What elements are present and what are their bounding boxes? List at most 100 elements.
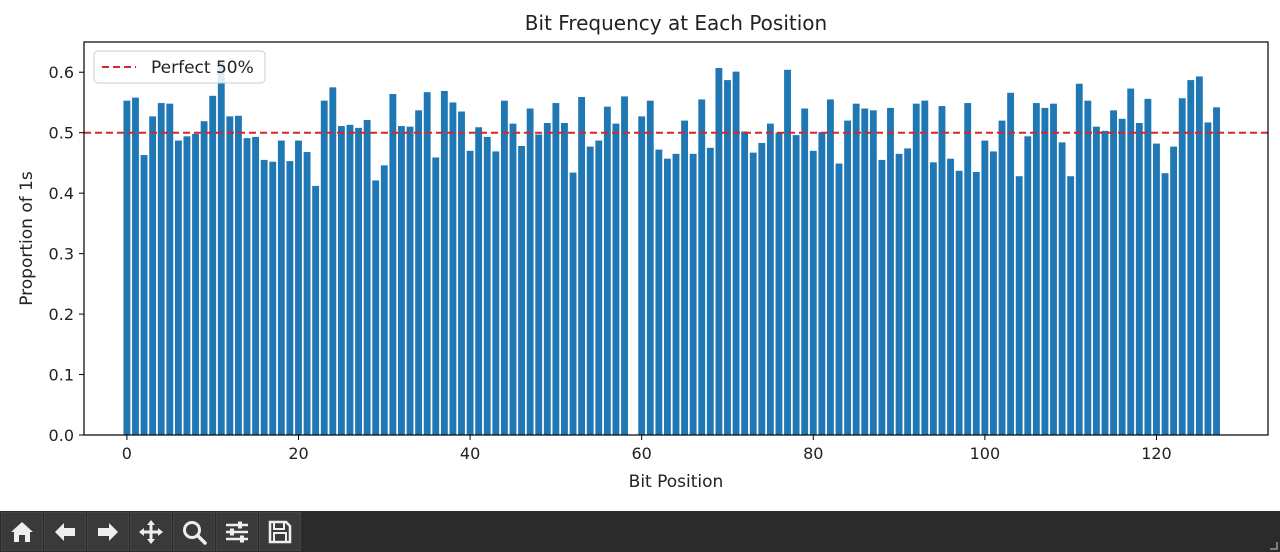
forward-button[interactable] [87,512,129,551]
bar-position-1 [132,97,139,436]
bar-position-124 [1187,80,1195,435]
legend: Perfect 50% [93,50,266,84]
bar-position-5 [166,103,174,436]
bar-position-30 [380,165,388,435]
bar-position-105 [1024,136,1032,435]
bar-position-44 [500,100,508,436]
bar-position-93 [921,100,929,436]
bar-position-50 [552,103,560,435]
bar-position-96 [947,158,954,435]
x-tick-label: 20 [288,444,308,463]
sliders-icon [226,521,248,542]
bar-position-67 [698,99,706,435]
bar-position-108 [1050,103,1057,436]
bar-position-114 [1101,130,1109,435]
bar-position-112 [1084,100,1092,436]
bar-position-14 [243,138,251,435]
bar-position-63 [663,158,671,435]
bar-position-35 [423,92,431,436]
x-axis-label: Bit Position [629,472,724,492]
bar-position-13 [235,115,242,435]
bar-position-83 [835,163,843,435]
bars-group [123,61,1220,436]
bar-position-100 [981,140,989,436]
x-axis-ticks: 0 20 40 60 80 100 120 [122,435,1172,463]
zoom-button[interactable] [173,512,215,551]
plot-toolbar [0,511,1280,552]
bar-position-60 [638,116,646,436]
resize-grip-icon[interactable] [1268,540,1278,550]
bar-position-101 [990,151,997,435]
bar-position-22 [312,185,320,435]
bar-position-98 [964,103,972,435]
y-tick-label: 0.0 [49,426,74,445]
bar-position-68 [706,147,714,435]
pan-button[interactable] [130,512,172,551]
bar-position-36 [432,157,440,436]
legend-label: Perfect 50% [151,58,254,78]
bar-position-27 [355,127,362,436]
bar-position-53 [578,97,586,436]
bar-position-42 [483,136,491,436]
bar-position-107 [1041,107,1049,436]
bar-position-104 [1015,176,1023,435]
bar-position-41 [475,127,483,435]
legend-box [93,50,266,84]
bar-position-65 [681,120,689,435]
home-icon [11,521,33,542]
bar-position-81 [818,132,826,435]
bar-position-16 [260,159,268,435]
bar-position-88 [878,159,886,435]
bar-position-72 [741,131,749,436]
bar-position-106 [1032,103,1040,435]
bar-position-62 [655,149,663,435]
bar-position-39 [458,111,465,435]
chart-title: Bit Frequency at Each Position [525,11,827,35]
bar-position-120 [1153,143,1160,435]
y-tick-label: 0.2 [49,305,74,324]
bar-position-29 [372,180,380,435]
configure-subplots-button[interactable] [216,512,258,551]
bar-position-78 [792,135,800,436]
arrow-right-icon [98,522,118,541]
save-button[interactable] [259,512,301,551]
bar-position-94 [929,162,937,435]
y-tick-label: 0.6 [49,63,74,82]
bar-position-97 [955,170,963,435]
y-tick-label: 0.3 [49,245,74,264]
home-button[interactable] [1,512,43,551]
bar-position-110 [1067,176,1075,435]
bar-position-66 [689,153,697,435]
bar-position-58 [621,96,628,436]
bar-position-113 [1092,126,1100,436]
bar-position-121 [1161,173,1169,435]
bar-position-125 [1195,76,1203,436]
x-tick-label: 60 [632,444,652,463]
bar-position-91 [904,148,912,435]
bar-position-2 [140,155,148,435]
bar-position-12 [226,116,234,436]
x-tick-label: 100 [970,444,1001,463]
bar-position-25 [337,126,345,435]
bar-position-111 [1075,83,1083,435]
bar-position-82 [827,99,834,435]
bar-position-38 [449,102,457,436]
y-axis-ticks: 0.0 0.1 0.2 0.3 0.4 0.5 0.6 [49,63,84,445]
bar-position-51 [561,123,568,436]
bar-position-26 [346,124,354,435]
x-tick-label: 80 [803,444,823,463]
bar-position-61 [646,100,654,436]
bar-position-126 [1204,122,1212,435]
bar-position-19 [286,161,294,436]
bar-position-75 [766,123,774,436]
bar-position-117 [1127,88,1135,435]
bar-position-15 [252,136,260,436]
bar-position-8 [192,133,199,435]
bar-position-18 [277,140,285,436]
bar-position-109 [1058,142,1066,435]
bar-position-24 [329,87,337,435]
bar-position-57 [612,123,620,436]
bar-position-17 [269,161,277,435]
back-button[interactable] [44,512,86,551]
axes-frame [83,41,1269,436]
